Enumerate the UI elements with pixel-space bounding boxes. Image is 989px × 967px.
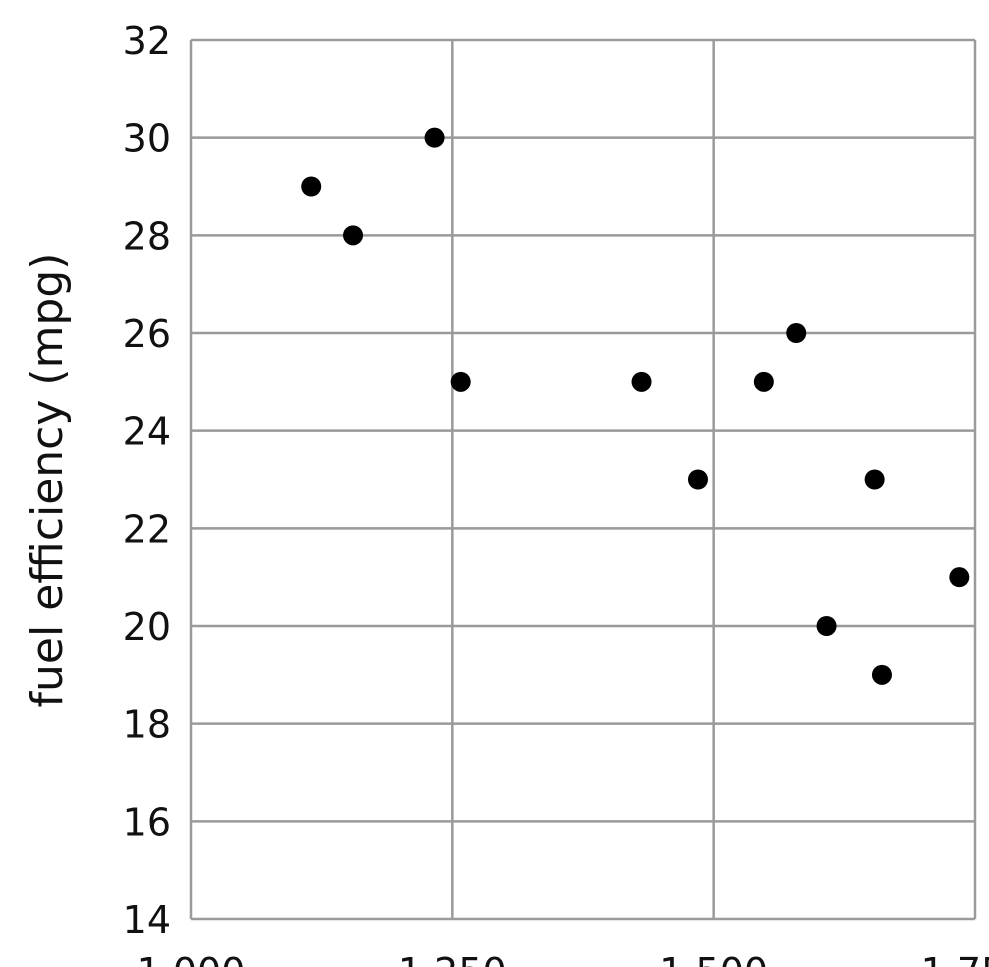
point xyxy=(343,225,364,246)
point xyxy=(753,371,774,392)
y-tick-label: 30 xyxy=(123,117,171,161)
x-tick-label: 1,250 xyxy=(398,950,507,967)
x-tick-label: 1,500 xyxy=(659,950,768,967)
point xyxy=(864,469,885,490)
y-tick-label: 14 xyxy=(123,898,171,942)
point xyxy=(949,567,970,588)
y-tick-label: 32 xyxy=(123,19,171,63)
point xyxy=(871,664,892,685)
y-axis-label: fuel efficiency (mpg) xyxy=(22,253,73,708)
x-tick-label: 1,000 xyxy=(137,950,246,967)
y-tick-label: 22 xyxy=(123,507,171,551)
point xyxy=(424,127,445,148)
y-tick-label: 16 xyxy=(123,800,171,844)
point xyxy=(816,616,837,636)
y-tick-label: 20 xyxy=(123,605,171,649)
y-tick-label: 26 xyxy=(123,312,171,356)
y-tick-label: 18 xyxy=(123,703,171,747)
y-tick-label: 28 xyxy=(123,214,171,258)
y-tick-label: 24 xyxy=(123,410,171,454)
point xyxy=(450,371,471,392)
point xyxy=(786,323,807,343)
point xyxy=(631,371,652,392)
point xyxy=(687,469,708,490)
x-tick-label: 1,750 xyxy=(921,950,989,967)
point xyxy=(301,176,322,197)
